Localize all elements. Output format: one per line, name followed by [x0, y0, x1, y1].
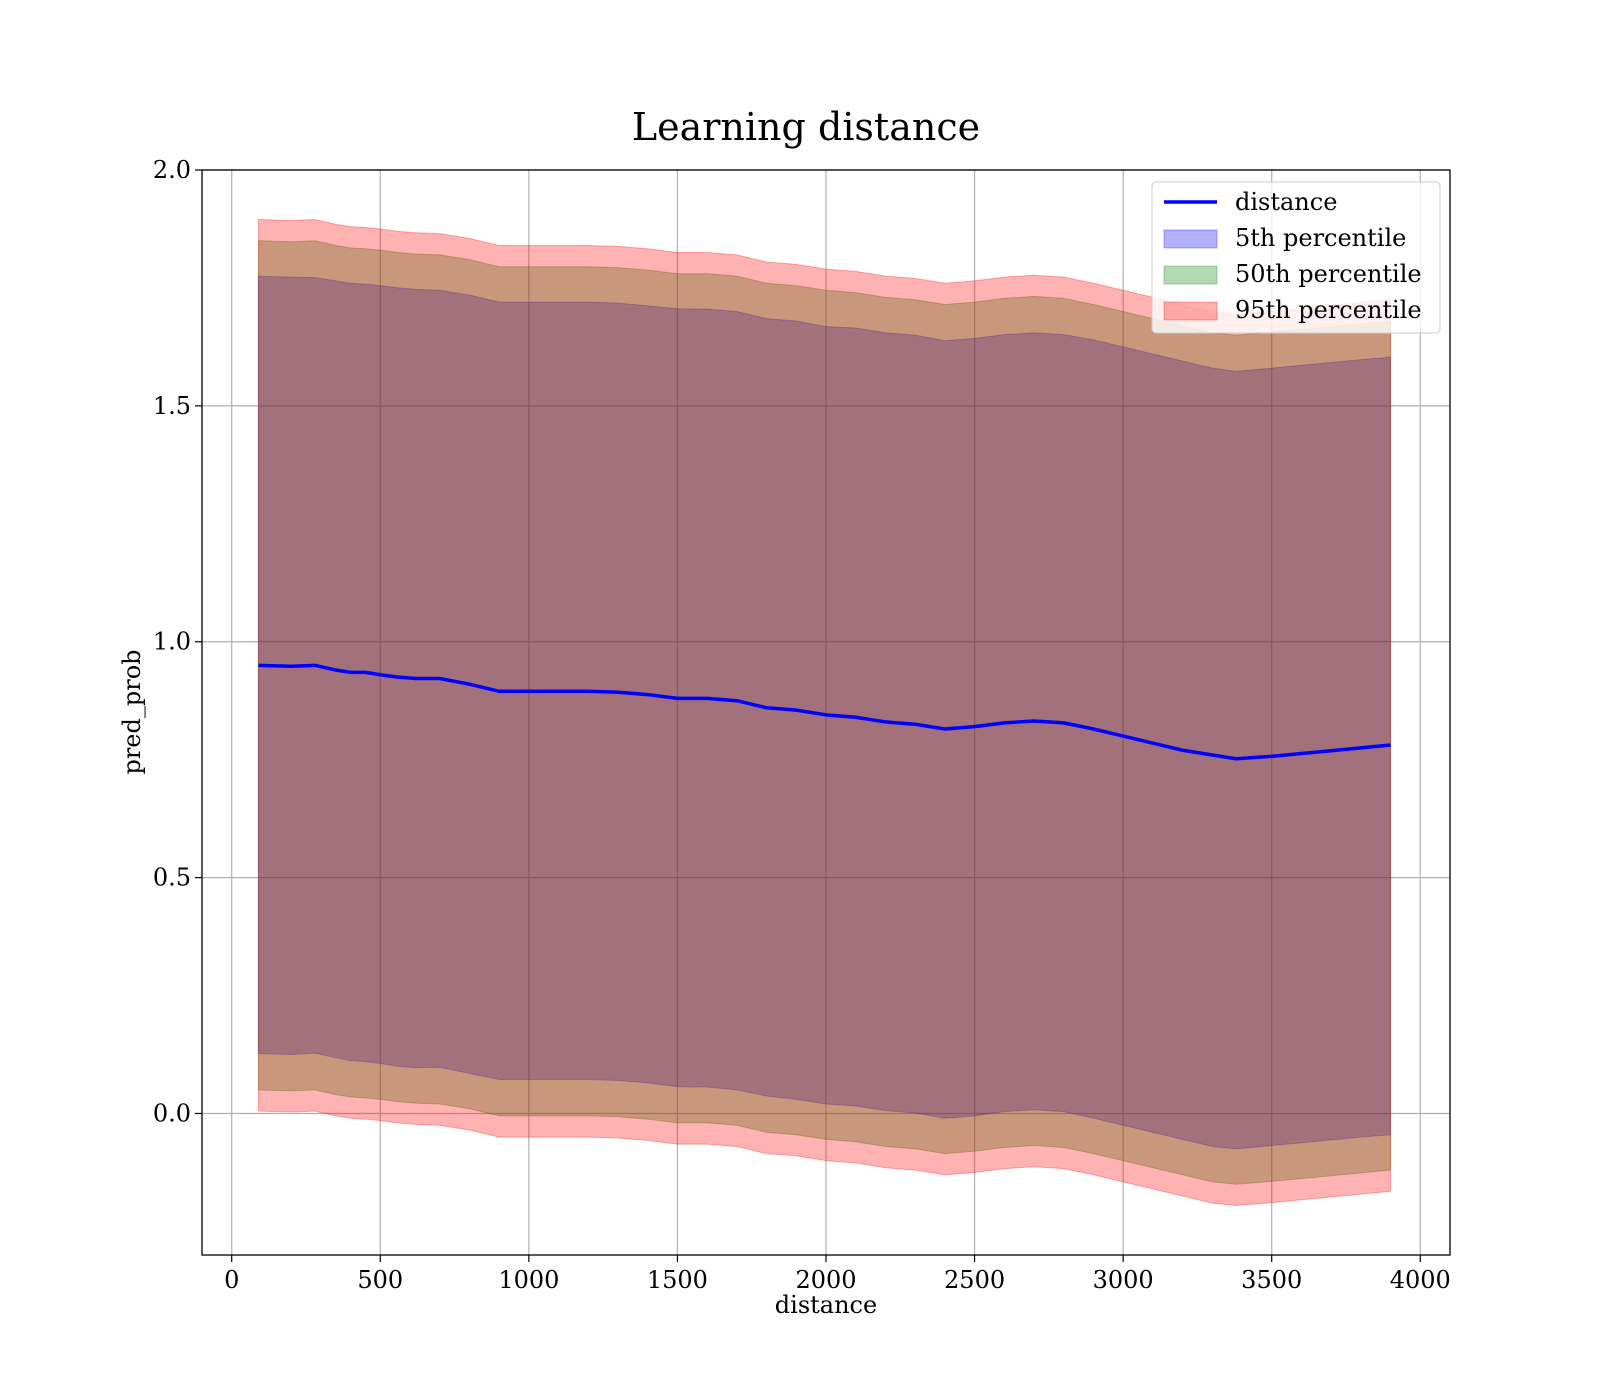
y-tick-label: 0.5: [153, 864, 191, 892]
x-tick-label: 3000: [1093, 1266, 1154, 1294]
x-tick-label: 2500: [944, 1266, 1005, 1294]
x-axis-ticks: 0 500 1000 1500 2000 2500 3000 3500 4000: [224, 1255, 1451, 1294]
y-axis-label: pred_prob: [118, 649, 146, 774]
y-tick-label: 1.0: [153, 628, 191, 656]
x-tick-label: 2000: [795, 1266, 856, 1294]
y-tick-label: 2.0: [153, 156, 191, 184]
legend-label: 50th percentile: [1235, 260, 1422, 288]
y-axis-ticks: 0.0 0.5 1.0 1.5 2.0: [153, 156, 202, 1127]
legend-label: 95th percentile: [1235, 296, 1422, 324]
x-tick-label: 0: [224, 1266, 239, 1294]
legend: distance 5th percentile 50th percentile 95t…: [1151, 181, 1441, 334]
x-axis-label: distance: [775, 1291, 877, 1319]
legend-label: distance: [1235, 188, 1337, 216]
legend-swatch-patch: [1163, 229, 1218, 249]
legend-swatch-patch: [1163, 301, 1218, 321]
x-tick-label: 500: [357, 1266, 403, 1294]
band-50th-percentile: [257, 240, 1392, 1185]
legend-label: 5th percentile: [1235, 224, 1406, 252]
x-tick-label: 1500: [647, 1266, 708, 1294]
x-tick-label: 4000: [1390, 1266, 1451, 1294]
legend-box: [1151, 181, 1441, 334]
y-tick-label: 1.5: [153, 392, 191, 420]
series-lines: [258, 663, 1391, 761]
x-tick-label: 3500: [1241, 1266, 1302, 1294]
series-line-distance: [258, 663, 1391, 761]
percentile-bands: [257, 219, 1392, 1206]
band-5th-percentile: [257, 275, 1392, 1150]
y-tick-label: 0.0: [153, 1099, 191, 1127]
chart-title: Learning distance: [632, 105, 980, 149]
legend-swatch-patch: [1163, 265, 1218, 285]
band-95th-percentile: [257, 219, 1392, 1206]
x-tick-label: 1000: [498, 1266, 559, 1294]
